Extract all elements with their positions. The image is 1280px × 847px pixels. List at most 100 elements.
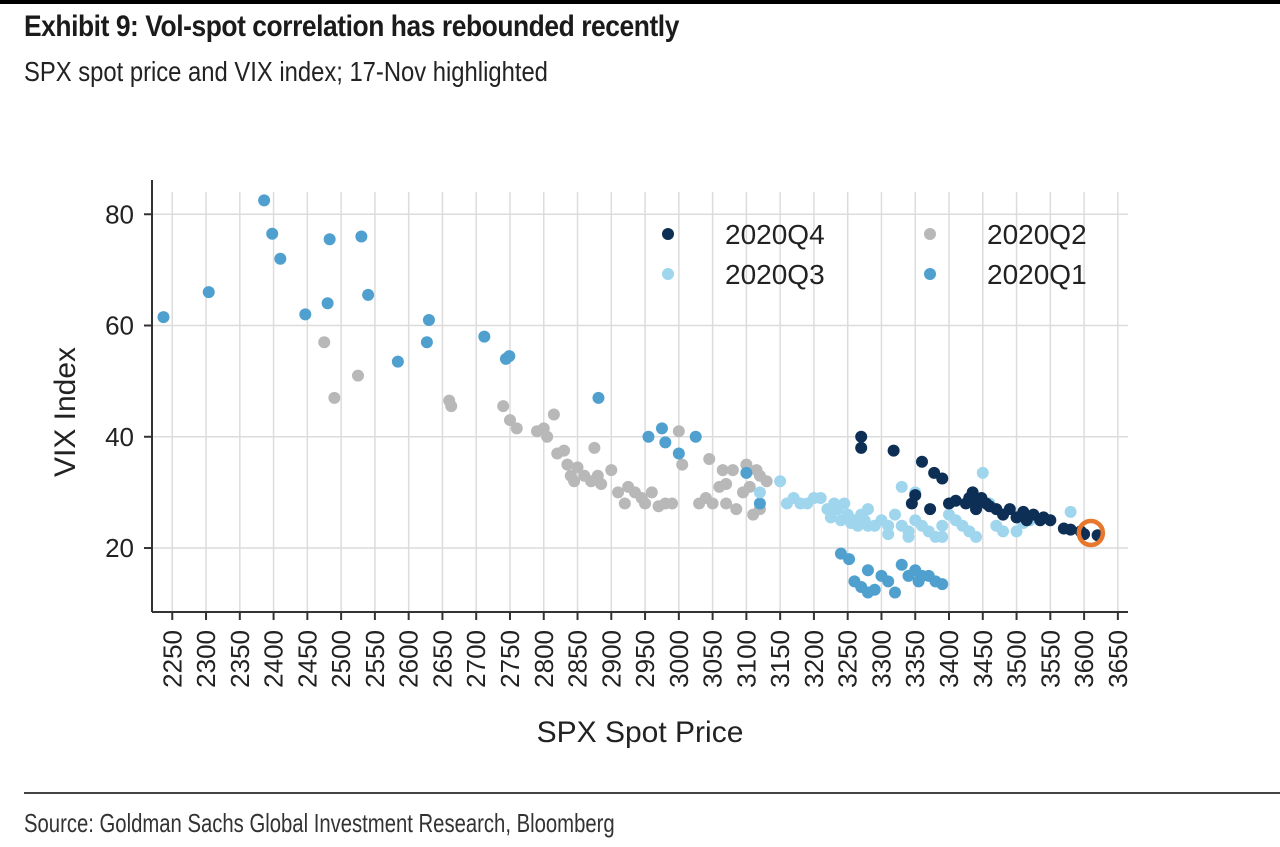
x-tick-label: 3400 xyxy=(934,630,964,688)
data-points xyxy=(157,194,1106,599)
data-point-2020q4 xyxy=(909,489,922,502)
x-tick-label: 3300 xyxy=(866,630,896,688)
data-point-2020q3 xyxy=(976,466,989,479)
data-point-2020q2 xyxy=(612,486,625,499)
x-tick-label: 2400 xyxy=(259,630,289,688)
x-tick-label: 3350 xyxy=(900,630,930,688)
data-point-2020q1 xyxy=(503,350,516,363)
data-point-2020q3 xyxy=(838,497,851,510)
data-point-2020q1 xyxy=(299,308,312,321)
data-point-2020q2 xyxy=(541,430,554,443)
y-tick-label: 80 xyxy=(105,199,134,229)
data-point-2020q1 xyxy=(391,355,404,368)
x-tick-label: 2900 xyxy=(596,630,626,688)
data-point-2020q1 xyxy=(740,466,753,479)
data-point-2020q1 xyxy=(868,583,881,596)
legend-marker-2020q1 xyxy=(924,268,936,280)
x-tick-label: 2250 xyxy=(157,630,187,688)
data-point-2020q1 xyxy=(420,336,433,349)
data-point-2020q2 xyxy=(318,336,331,349)
y-tick-label: 60 xyxy=(105,311,134,341)
data-point-2020q1 xyxy=(258,194,271,207)
data-point-2020q4 xyxy=(949,494,962,507)
x-tick-label: 2350 xyxy=(225,630,255,688)
chart-title: Exhibit 9: Vol-spot correlation has rebo… xyxy=(24,10,679,43)
data-point-2020q3 xyxy=(861,519,874,532)
data-point-2020q1 xyxy=(355,230,368,243)
x-tick-label: 2850 xyxy=(563,630,593,688)
legend-marker-2020q4 xyxy=(662,228,674,240)
data-point-2020q1 xyxy=(321,297,334,310)
legend: 2020Q4 2020Q2 2020Q3 2020Q1 xyxy=(662,219,1087,290)
x-tick-label: 3650 xyxy=(1103,630,1133,688)
data-point-2020q2 xyxy=(558,444,571,457)
data-point-2020q4 xyxy=(855,441,868,454)
data-point-2020q2 xyxy=(740,458,753,471)
data-point-2020q2 xyxy=(730,503,743,516)
data-point-2020q2 xyxy=(547,408,560,421)
legend-label-2020q3: 2020Q3 xyxy=(725,259,825,290)
data-point-2020q2 xyxy=(561,458,574,471)
top-rule xyxy=(0,0,1280,4)
x-tick-label: 3200 xyxy=(799,630,829,688)
legend-label-2020q2: 2020Q2 xyxy=(987,219,1087,250)
data-point-2020q1 xyxy=(895,558,908,571)
bottom-rule xyxy=(24,792,1280,794)
data-point-2020q2 xyxy=(497,400,510,413)
data-point-2020q2 xyxy=(676,458,689,471)
data-point-2020q3 xyxy=(1064,505,1077,518)
x-tick-label: 2800 xyxy=(529,630,559,688)
data-point-2020q3 xyxy=(824,511,837,524)
data-point-2020q2 xyxy=(352,369,365,382)
x-tick-label: 3600 xyxy=(1069,630,1099,688)
data-point-2020q2 xyxy=(726,464,739,477)
data-point-2020q2 xyxy=(588,441,601,454)
data-point-2020q4 xyxy=(1044,514,1057,527)
x-tick-label: 2700 xyxy=(461,630,491,688)
data-point-2020q3 xyxy=(888,508,901,521)
data-point-2020q3 xyxy=(970,530,983,543)
y-tick-label: 40 xyxy=(105,422,134,452)
data-point-2020q3 xyxy=(997,525,1010,538)
x-tick-label: 3100 xyxy=(731,630,761,688)
x-tick-label: 3500 xyxy=(1002,630,1032,688)
data-point-2020q1 xyxy=(362,288,375,301)
data-point-2020q2 xyxy=(645,486,658,499)
data-point-2020q1 xyxy=(266,227,279,240)
data-point-2020q2 xyxy=(639,497,652,510)
data-point-2020q2 xyxy=(568,475,581,488)
x-axis-title: SPX Spot Price xyxy=(537,716,744,749)
data-point-2020q2 xyxy=(706,497,719,510)
data-point-2020q1 xyxy=(888,586,901,599)
scatter-chart: 20 40 60 80 2250 2300 2350 2400 2450 2500 2550 2600… xyxy=(49,180,1133,749)
data-point-2020q1 xyxy=(672,447,685,460)
data-point-2020q1 xyxy=(753,497,766,510)
data-point-2020q2 xyxy=(716,464,729,477)
data-point-2020q2 xyxy=(618,497,631,510)
legend-label-2020q4: 2020Q4 xyxy=(725,219,825,250)
data-point-2020q3 xyxy=(902,530,915,543)
data-point-2020q2 xyxy=(703,453,716,466)
y-axis-title: VIX Index xyxy=(49,347,82,477)
data-point-2020q4 xyxy=(855,430,868,443)
data-point-2020q3 xyxy=(753,486,766,499)
data-point-2020q2 xyxy=(605,464,618,477)
x-tick-label: 2950 xyxy=(630,630,660,688)
source-note: Source: Goldman Sachs Global Investment … xyxy=(24,808,615,838)
data-point-2020q2 xyxy=(672,425,685,438)
data-point-2020q2 xyxy=(743,480,756,493)
data-point-2020q3 xyxy=(895,480,908,493)
data-point-2020q2 xyxy=(720,478,733,491)
data-point-2020q3 xyxy=(936,519,949,532)
data-point-2020q1 xyxy=(882,575,895,588)
legend-marker-2020q2 xyxy=(924,228,936,240)
data-point-2020q1 xyxy=(478,330,491,343)
x-tick-label: 3250 xyxy=(833,630,863,688)
data-point-2020q1 xyxy=(422,313,435,326)
data-point-2020q1 xyxy=(689,430,702,443)
data-point-2020q3 xyxy=(774,475,787,488)
data-point-2020q3 xyxy=(814,491,827,504)
data-point-2020q2 xyxy=(571,461,584,474)
data-point-2020q4 xyxy=(915,455,928,468)
data-point-2020q2 xyxy=(666,497,679,510)
